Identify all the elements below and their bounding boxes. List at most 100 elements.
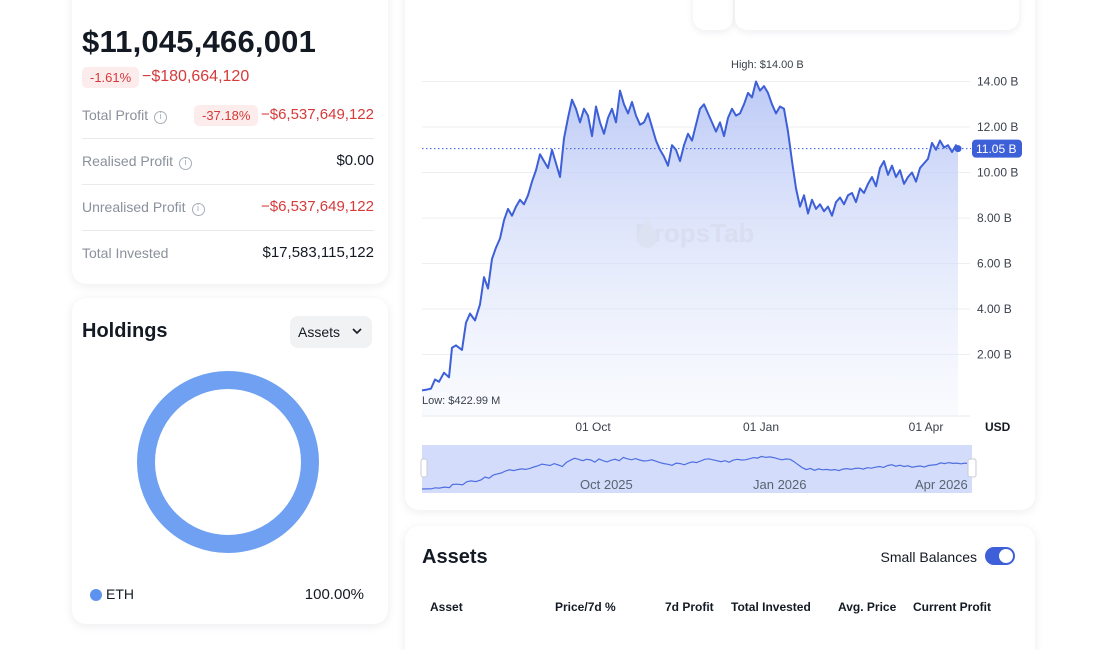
- column-header-avg-price[interactable]: Avg. Price: [838, 600, 897, 614]
- chart-point: [735, 115, 736, 116]
- y-tick-label: 2.00 B: [977, 348, 1012, 362]
- chart-point: [903, 183, 904, 184]
- donut-slice-eth: [137, 371, 319, 553]
- chart-point: [943, 147, 944, 148]
- change-percent-badge: -1.61%: [82, 67, 140, 88]
- chart-point: [671, 145, 672, 146]
- column-header-7d-profit[interactable]: 7d Profit: [665, 600, 714, 614]
- chart-point: [619, 90, 620, 91]
- holdings-select-label: Assets: [298, 324, 341, 340]
- chart-navigator: Oct 2025 Jan 2026 Apr 2026: [420, 445, 977, 493]
- column-header-price-7d[interactable]: Price/7d %: [555, 600, 616, 614]
- portfolio-value-chart[interactable]: 2.00 B 4.00 B 6.00 B 8.00 B 10.00 B 12.00 B 14…: [405, 0, 1035, 510]
- chart-point: [719, 122, 720, 123]
- chart-point: [875, 186, 876, 187]
- chart-point: [663, 156, 664, 157]
- chart-point: [479, 304, 480, 305]
- total-invested-row: Total Invested $17,583,115,122: [82, 231, 374, 277]
- chart-point: [831, 215, 832, 216]
- navigator-line: [421, 455, 968, 490]
- chart-point: [827, 206, 828, 207]
- chart-point: [867, 183, 868, 184]
- chart-point: [791, 161, 792, 162]
- chart-point: [443, 372, 444, 373]
- navigator-handle-right: [967, 458, 977, 478]
- chart-point: [603, 133, 604, 134]
- chart-point: [763, 85, 764, 86]
- chart-point: [465, 322, 466, 323]
- holdings-card: Holdings Assets ETH 100.00%: [72, 298, 388, 624]
- column-header-current-profit[interactable]: Current Profit: [913, 600, 991, 614]
- navigator-selection: [422, 445, 972, 493]
- chart-series-line: [421, 80, 959, 392]
- chart-point: [563, 138, 564, 139]
- chart-point: [683, 145, 684, 146]
- legend-label-eth: ETH: [106, 586, 134, 602]
- legend-dot-eth: [90, 589, 102, 601]
- y-tick-label: 12.00 B: [977, 120, 1018, 134]
- holdings-donut-chart[interactable]: [136, 370, 320, 554]
- currency-label: USD: [985, 420, 1011, 434]
- chart-point: [931, 142, 932, 143]
- chart-point: [539, 154, 540, 155]
- chart-point: [595, 106, 596, 107]
- chart-point: [531, 181, 532, 182]
- chart-point: [551, 149, 552, 150]
- holdings-view-select[interactable]: Assets: [290, 316, 372, 348]
- chart-point: [679, 161, 680, 162]
- realised-profit-label: Realised Profit: [82, 153, 174, 169]
- chart-point: [559, 176, 560, 177]
- chart-point: [747, 92, 748, 93]
- chart-range-tabs[interactable]: [735, 0, 1019, 30]
- chart-point: [519, 199, 520, 200]
- chart-point: [803, 195, 804, 196]
- chart-point: [951, 151, 952, 152]
- chart-point: [859, 188, 860, 189]
- chart-point: [891, 165, 892, 166]
- chart-point: [667, 165, 668, 166]
- chart-point: [767, 92, 768, 93]
- current-value-dot: [954, 145, 962, 153]
- chart-point: [543, 161, 544, 162]
- chart-point: [707, 113, 708, 114]
- column-header-asset[interactable]: Asset: [430, 600, 463, 614]
- chart-point: [871, 176, 872, 177]
- info-icon[interactable]: i: [191, 203, 205, 216]
- total-profit-label: Total Profit: [82, 107, 149, 123]
- chart-area-fill: [422, 81, 958, 416]
- chart-point: [783, 108, 784, 109]
- chart-point: [503, 220, 504, 221]
- chart-point: [919, 167, 920, 168]
- chart-point: [939, 140, 940, 141]
- chart-point: [491, 258, 492, 259]
- assets-card: Assets Small Balances Asset Price/7d % 7…: [405, 526, 1035, 650]
- dropstab-logo-icon: [637, 218, 657, 248]
- chart-tab-button[interactable]: [693, 0, 733, 30]
- chart-point: [727, 117, 728, 118]
- chart-point: [687, 133, 688, 134]
- chart-point: [615, 122, 616, 123]
- chart-point: [819, 204, 820, 205]
- info-icon[interactable]: i: [154, 111, 168, 124]
- chart-point: [863, 192, 864, 193]
- navigator-handle-left: [420, 458, 428, 478]
- chart-point: [711, 122, 712, 123]
- unrealised-profit-value: −$6,537,649,122: [260, 198, 374, 215]
- chart-point: [511, 215, 512, 216]
- chart-point: [731, 108, 732, 109]
- x-tick-label: 01 Apr: [909, 420, 944, 434]
- chart-point: [755, 81, 756, 82]
- chart-point: [507, 208, 508, 209]
- chart-point: [759, 90, 760, 91]
- high-label: High: $14.00 B: [731, 59, 804, 71]
- portfolio-summary-card: $11,045,466,001 -1.61% −$180,664,120 Tot…: [72, 0, 388, 284]
- small-balances-toggle[interactable]: [985, 547, 1015, 565]
- info-icon[interactable]: i: [179, 157, 193, 170]
- chart-point: [438, 381, 439, 382]
- chart-point: [915, 181, 916, 182]
- chart-point: [835, 201, 836, 202]
- chart-point: [547, 167, 548, 168]
- column-header-total-invested[interactable]: Total Invested: [731, 600, 811, 614]
- x-tick-label: 01 Jan: [743, 420, 779, 434]
- chart-point: [455, 345, 456, 346]
